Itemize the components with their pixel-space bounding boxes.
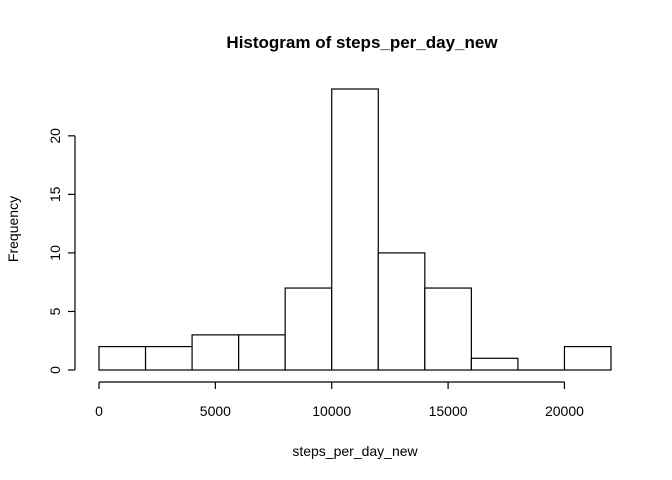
- y-tick-label: 15: [47, 186, 63, 202]
- histogram-bar: [191, 334, 240, 371]
- histogram-bar: [284, 287, 333, 371]
- y-axis-label: Frequency: [5, 196, 21, 262]
- x-tick-label: 0: [95, 403, 103, 419]
- y-tick-label: 10: [47, 245, 63, 261]
- y-axis: 0 5 10 15 20: [47, 128, 76, 374]
- histogram-bar: [238, 334, 286, 371]
- chart-title: Histogram of steps_per_day_new: [226, 33, 498, 52]
- x-tick-label: 10000: [312, 403, 351, 419]
- x-tick-label: 15000: [429, 403, 468, 419]
- x-tick-label: 5000: [200, 403, 231, 419]
- histogram-bar: [144, 345, 193, 371]
- histogram-bar: [377, 252, 426, 371]
- y-tick-label: 20: [47, 128, 63, 144]
- histogram-bar: [470, 357, 519, 371]
- histogram-bar: [331, 88, 379, 371]
- bars-group: [98, 88, 612, 371]
- x-tick-label: 20000: [545, 403, 584, 419]
- y-tick-label: 0: [47, 366, 63, 374]
- x-axis-label: steps_per_day_new: [292, 443, 418, 459]
- histogram-bar: [98, 345, 147, 371]
- y-tick-label: 5: [47, 307, 63, 315]
- histogram-bar: [424, 287, 472, 371]
- x-axis: 0 5000 10000 15000 20000: [95, 381, 584, 419]
- histogram-bar: [563, 345, 612, 371]
